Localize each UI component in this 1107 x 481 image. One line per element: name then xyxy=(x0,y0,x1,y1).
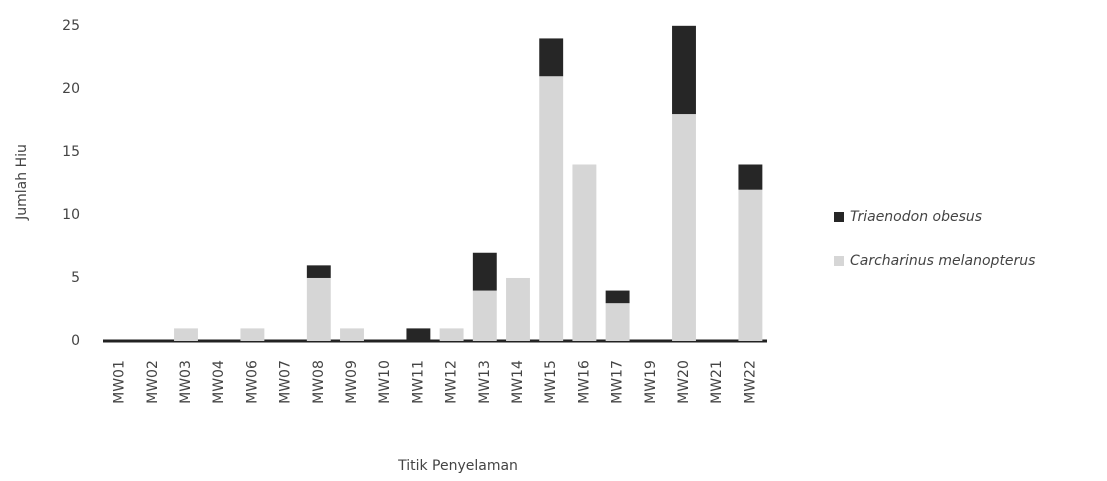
bar-segment xyxy=(539,38,564,77)
x-tick-label: MW15 xyxy=(543,360,559,404)
bar-segment xyxy=(406,328,431,341)
y-tick-label: 10 xyxy=(62,207,80,223)
y-tick-label: 25 xyxy=(62,18,80,34)
bar-segment xyxy=(539,76,564,341)
y-tick-label: 15 xyxy=(62,144,80,160)
x-tick-label: MW22 xyxy=(742,360,758,404)
x-tick-label: MW12 xyxy=(444,360,460,404)
x-tick-label: MW01 xyxy=(112,360,128,404)
bar-segment xyxy=(506,277,530,341)
bar-segment xyxy=(672,25,696,115)
x-tick-label: MW04 xyxy=(211,360,227,404)
bar-segment xyxy=(738,164,763,190)
x-tick-label: MW03 xyxy=(178,360,194,404)
legend-label: Carcharinus melanopterus xyxy=(850,253,1035,269)
bar-segment xyxy=(572,164,597,341)
legend-swatch xyxy=(834,256,844,266)
bar-segment xyxy=(605,303,630,341)
x-tick-label: MW08 xyxy=(311,360,327,404)
bar-segment xyxy=(672,114,696,341)
bar-segment xyxy=(306,265,331,278)
legend-label: Triaenodon obesus xyxy=(850,209,982,225)
bar-segment xyxy=(439,328,464,341)
bar-segment xyxy=(738,189,763,341)
x-tick-label: MW11 xyxy=(410,360,426,404)
x-tick-label: MW17 xyxy=(610,360,626,404)
x-tick-label: MW14 xyxy=(510,360,526,404)
bar-segment xyxy=(472,290,497,341)
bar-segment xyxy=(605,290,630,304)
legend-swatch xyxy=(834,212,844,222)
bar-segment xyxy=(340,328,364,341)
bar-segment xyxy=(174,328,198,341)
x-tick-label: MW13 xyxy=(477,360,493,404)
x-tick-label: MW16 xyxy=(576,360,592,404)
bar-segment xyxy=(240,328,265,341)
y-tick-label: 20 xyxy=(62,81,80,97)
x-tick-label: MW20 xyxy=(676,360,692,404)
bar-segment xyxy=(472,252,497,291)
x-tick-label: MW21 xyxy=(709,360,725,404)
x-tick-label: MW07 xyxy=(278,360,294,404)
x-tick-label: MW06 xyxy=(244,360,260,404)
x-tick-label: MW10 xyxy=(377,360,393,404)
bar-segment xyxy=(306,277,331,341)
x-tick-label: MW09 xyxy=(344,360,360,404)
y-tick-label: 0 xyxy=(71,333,80,349)
x-tick-label: MW02 xyxy=(145,360,161,404)
y-tick-label: 5 xyxy=(71,270,80,286)
x-axis-label: Titik Penyelaman xyxy=(397,458,518,474)
y-axis-label: Jumlah Hiu xyxy=(14,144,30,221)
x-tick-label: MW19 xyxy=(643,360,659,404)
